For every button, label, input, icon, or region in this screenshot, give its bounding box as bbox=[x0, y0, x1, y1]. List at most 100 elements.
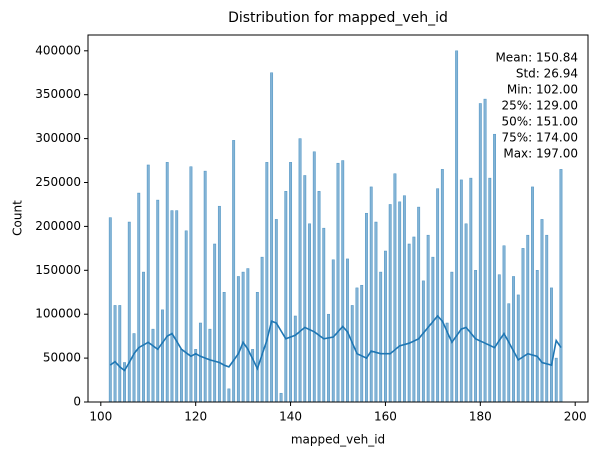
bar bbox=[336, 162, 340, 403]
axes-frame bbox=[87, 34, 589, 403]
x-tick-label: 100 bbox=[89, 410, 112, 424]
bar bbox=[450, 271, 454, 403]
bar bbox=[175, 210, 179, 403]
bar bbox=[327, 313, 330, 403]
bar bbox=[398, 201, 402, 403]
bar bbox=[393, 173, 397, 403]
bar bbox=[222, 292, 226, 403]
y-tick-label: 300000 bbox=[35, 131, 81, 145]
y-tick-label: 200000 bbox=[35, 219, 81, 233]
chart-title: Distribution for mapped_veh_id bbox=[228, 10, 448, 26]
bar bbox=[165, 162, 169, 403]
bar bbox=[303, 175, 307, 403]
bar bbox=[208, 328, 212, 403]
bar bbox=[507, 303, 511, 403]
bar bbox=[455, 50, 459, 403]
bar bbox=[426, 234, 430, 403]
bar bbox=[554, 357, 558, 403]
bar bbox=[118, 305, 122, 403]
y-tick-label: 50000 bbox=[43, 351, 81, 365]
y-tick-label: 250000 bbox=[35, 175, 81, 189]
bar bbox=[383, 250, 387, 403]
bar bbox=[421, 280, 425, 403]
bar bbox=[180, 349, 183, 403]
kde-line bbox=[109, 314, 562, 372]
bar bbox=[113, 305, 117, 403]
bar bbox=[478, 103, 482, 403]
x-tick-label: 160 bbox=[374, 410, 397, 424]
bar bbox=[526, 234, 530, 403]
bar bbox=[161, 309, 164, 403]
bar bbox=[402, 195, 406, 403]
y-axis-label: Count bbox=[11, 200, 25, 236]
bar bbox=[350, 305, 354, 403]
bar bbox=[298, 138, 302, 403]
bar bbox=[317, 191, 321, 403]
bar bbox=[355, 287, 359, 403]
bar bbox=[431, 256, 435, 403]
bar bbox=[331, 259, 335, 403]
bar bbox=[502, 245, 506, 403]
bar bbox=[365, 212, 368, 403]
bar bbox=[488, 177, 492, 403]
bar bbox=[369, 186, 373, 403]
stats-annotation: Std: 26.94 bbox=[516, 67, 578, 81]
bar bbox=[388, 204, 392, 403]
stats-annotation: Max: 197.00 bbox=[503, 147, 578, 161]
bar bbox=[483, 98, 487, 403]
x-tick-label: 140 bbox=[279, 410, 302, 424]
bar bbox=[241, 271, 245, 403]
stats-annotation: 25%: 129.00 bbox=[501, 99, 578, 113]
bar bbox=[436, 188, 440, 403]
bar bbox=[189, 166, 193, 403]
bar bbox=[198, 322, 202, 403]
bar bbox=[213, 243, 217, 403]
bar bbox=[308, 223, 311, 403]
bar bbox=[289, 162, 293, 403]
y-tick-label: 150000 bbox=[35, 263, 81, 277]
bar bbox=[521, 248, 525, 403]
bar bbox=[341, 160, 345, 403]
bar bbox=[540, 219, 544, 403]
bar bbox=[531, 186, 534, 403]
bar bbox=[374, 221, 378, 403]
bar bbox=[545, 234, 549, 403]
bar bbox=[493, 133, 496, 403]
stats-annotation: 75%: 174.00 bbox=[501, 131, 578, 145]
bar bbox=[535, 270, 539, 403]
bar bbox=[550, 287, 553, 403]
bar bbox=[270, 72, 274, 403]
bar bbox=[255, 292, 259, 403]
y-tick-label: 350000 bbox=[35, 87, 81, 101]
bar bbox=[469, 177, 473, 403]
bar bbox=[236, 276, 240, 403]
stats-annotation: Mean: 150.84 bbox=[495, 51, 578, 65]
bar bbox=[260, 256, 264, 403]
y-tick-label: 100000 bbox=[35, 307, 81, 321]
bar bbox=[127, 221, 131, 403]
bar bbox=[322, 227, 326, 403]
bar bbox=[227, 388, 231, 403]
bar bbox=[474, 270, 478, 403]
bar bbox=[132, 333, 136, 403]
bar bbox=[265, 162, 269, 403]
bar bbox=[459, 179, 463, 403]
bar bbox=[516, 294, 520, 403]
bar bbox=[464, 223, 468, 403]
bar bbox=[360, 284, 364, 403]
bar bbox=[412, 236, 416, 403]
bar bbox=[137, 192, 141, 403]
bar bbox=[312, 151, 316, 403]
bar bbox=[194, 349, 198, 403]
bar bbox=[274, 219, 278, 403]
bar bbox=[151, 328, 155, 403]
bar bbox=[440, 169, 444, 403]
plot-area bbox=[108, 50, 563, 403]
stats-annotation: 50%: 151.00 bbox=[501, 115, 578, 129]
bar bbox=[142, 271, 145, 403]
bar bbox=[156, 199, 160, 403]
bar bbox=[284, 191, 288, 403]
stats-annotation: Min: 102.00 bbox=[507, 83, 578, 97]
bar bbox=[379, 271, 383, 403]
